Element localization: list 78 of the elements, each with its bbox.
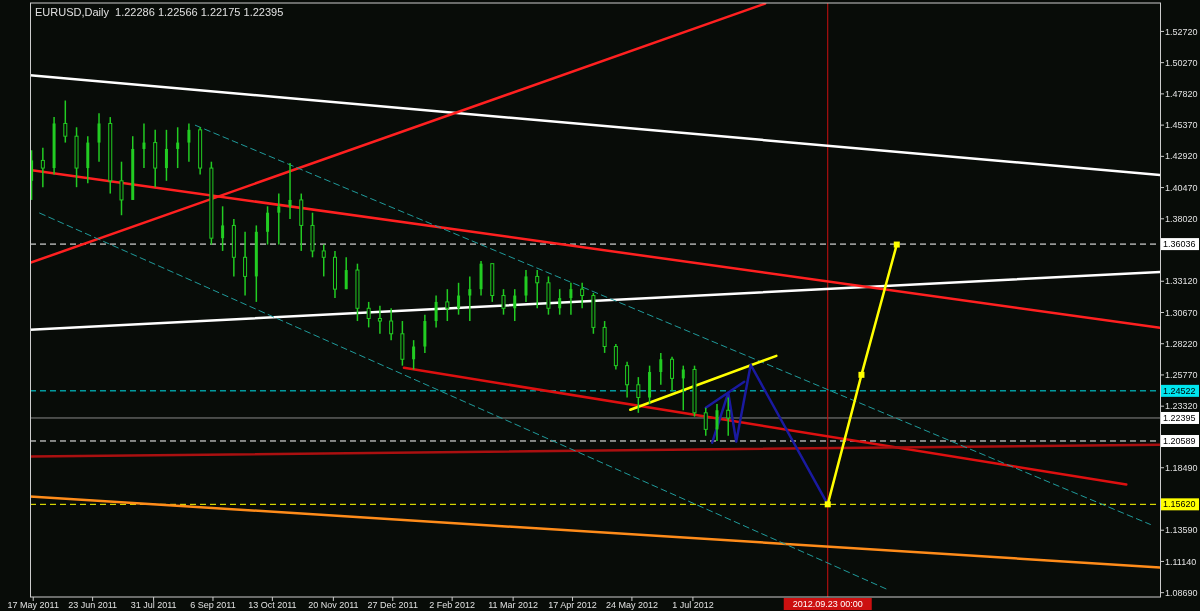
candlestick [670,355,675,392]
x-tick-label: 13 Oct 2011 [248,600,297,610]
candlestick [715,403,719,442]
candlestick [445,288,450,322]
candlestick [243,231,248,297]
y-tick-label: 1.13590 [1165,525,1198,536]
candlestick [412,339,416,371]
y-tick-label: 1.50270 [1165,57,1198,68]
candlestick [344,256,348,290]
point [858,371,865,378]
candlestick [524,269,528,303]
y-tick-label: 1.23320 [1165,401,1198,412]
candlestick [602,320,607,354]
x-tick-label: 20 Nov 2011 [308,600,359,610]
ref-line-label: 1.20589 [1163,436,1196,447]
candlestick [613,343,618,371]
ref-line-label: 1.15620 [1163,499,1196,510]
ref-line-label: 1.22395 [1163,413,1196,424]
candlestick [501,288,506,316]
x-tick-label: 17 May 2011 [7,600,59,610]
candlestick [288,162,292,220]
ref-line-label: 1.36036 [1163,239,1196,250]
candlestick [569,282,573,316]
point [893,241,900,248]
x-tick-label: 1 Jul 2012 [672,600,714,610]
y-tick-label: 1.11140 [1165,556,1197,567]
candlestick [142,122,146,169]
candlestick [321,243,326,278]
candlestick [726,396,731,437]
candlestick [164,129,168,182]
candlestick [40,146,45,188]
y-tick-label: 1.52720 [1165,26,1198,37]
candlestick [277,192,281,246]
y-tick-label: 1.42920 [1165,151,1198,162]
candlestick [377,304,382,335]
candlestick [457,282,461,316]
candlestick [703,406,708,437]
x-tick-label: 11 Mar 2012 [488,600,539,610]
y-tick-label: 1.40470 [1165,182,1198,193]
ref-line-label: 2012.09.23 00:00 [792,599,863,609]
y-tick-label: 1.47820 [1165,89,1198,100]
x-tick-label: 6 Sep 2011 [190,600,236,610]
candlestick [659,352,663,386]
x-tick-label: 31 Jul 2011 [130,600,177,610]
y-tick-label: 1.38020 [1165,213,1198,224]
ref-line-label: 1.24522 [1163,386,1196,397]
x-tick-label: 27 Dec 2011 [367,600,418,610]
candlestick [468,275,472,322]
x-tick-label: 17 Apr 2012 [548,600,597,610]
y-tick-label: 1.30670 [1165,307,1198,318]
chart-title: EURUSD,Daily 1.22286 1.22566 1.22175 1.22395 [35,6,284,18]
y-tick-label: 1.18490 [1165,462,1198,473]
y-tick-label: 1.45370 [1165,120,1198,131]
candlestick [535,269,540,310]
candlestick [366,301,371,329]
candlestick [221,205,225,252]
x-tick-label: 24 May 2012 [605,600,658,610]
point [824,501,831,508]
candlestick [187,122,191,163]
candlestick [434,294,438,329]
y-tick-label: 1.33120 [1165,276,1198,287]
x-tick-label: 2 Feb 2012 [429,600,475,610]
candlestick [389,307,394,341]
candlestick [681,364,685,412]
candlestick [63,99,68,144]
candlestick [119,160,124,216]
y-tick-label: 1.08690 [1165,587,1198,598]
candlestick [636,376,641,414]
candlestick [558,288,562,316]
candlestick [176,126,180,169]
candlestick [97,112,101,163]
candlestick [513,288,517,322]
x-tick-label: 23 Jun 2011 [68,600,118,610]
candlestick [625,361,630,399]
candlestick [266,205,270,246]
y-tick-label: 1.28220 [1165,338,1198,349]
y-tick-label: 1.25770 [1165,370,1198,381]
candlestick [580,282,585,310]
